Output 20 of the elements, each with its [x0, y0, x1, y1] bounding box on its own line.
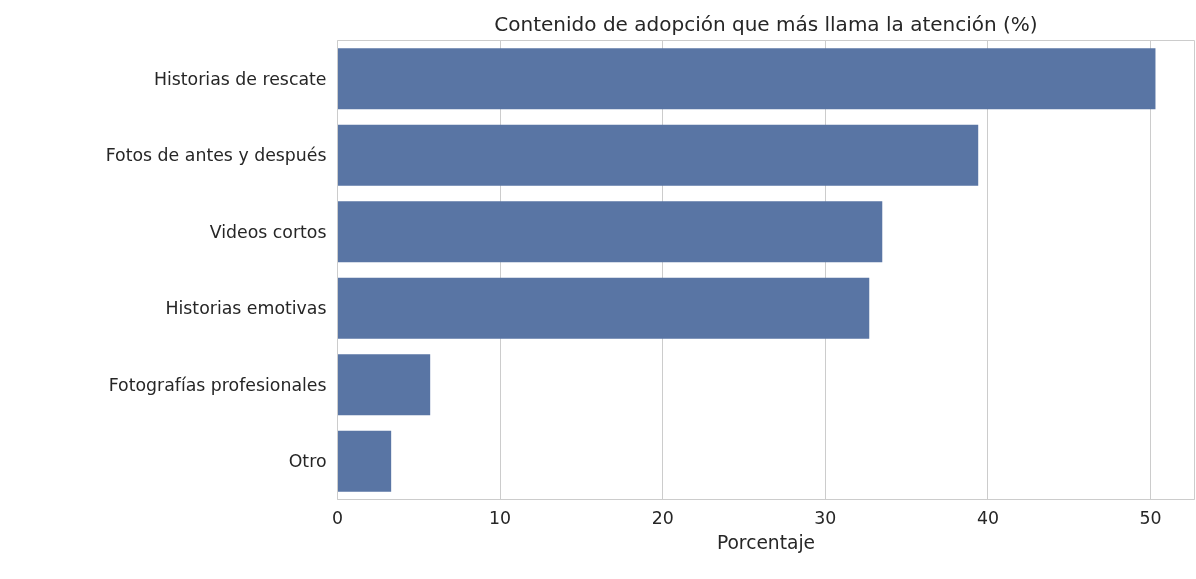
y-tick-label: Fotos de antes y después	[105, 145, 327, 166]
x-tick-label: 20	[651, 507, 674, 528]
y-tick-label: Otro	[288, 451, 327, 472]
bar	[337, 48, 1156, 110]
y-tick-label: Fotografías profesionales	[108, 374, 327, 395]
y-tick-label: Historias emotivas	[165, 298, 327, 319]
bar	[337, 430, 392, 492]
x-tick-label: 30	[814, 507, 837, 528]
bar	[337, 277, 870, 339]
x-tick-label: 50	[1139, 507, 1162, 528]
bar	[337, 124, 979, 186]
x-tick-label: 40	[976, 507, 1000, 528]
x-axis-title: Porcentaje	[716, 531, 816, 553]
bar	[337, 201, 883, 263]
x-tick-label: 10	[489, 507, 512, 528]
bar	[337, 354, 431, 416]
x-tick-label: 0	[331, 507, 344, 528]
chart-title: Contenido de adopción que más llama la atención (%)	[494, 11, 1038, 36]
y-tick-label: Historias de rescate	[153, 68, 327, 89]
y-tick-label: Videos cortos	[209, 221, 327, 242]
